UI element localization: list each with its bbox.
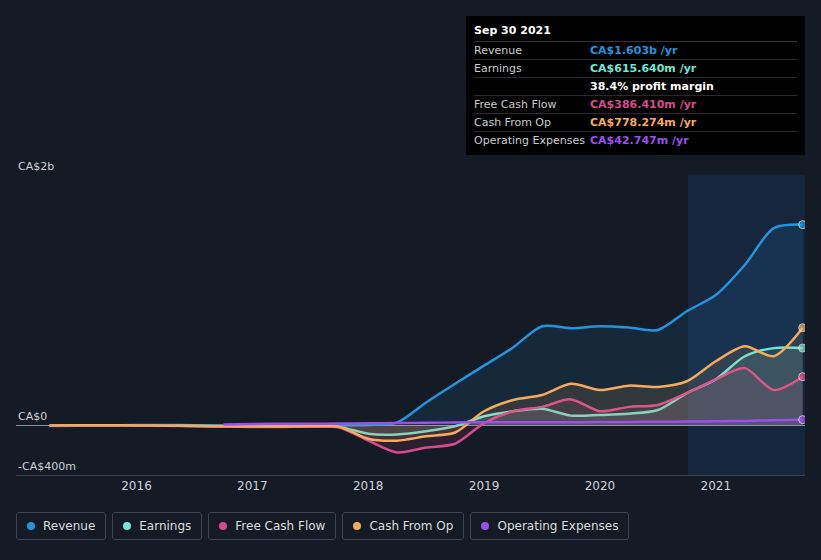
svg-text:2018: 2018 <box>353 479 384 493</box>
html-text:CA$778.274m /yr: CA$778.274m /yr <box>590 116 697 129</box>
html-text:Free Cash Flow: Free Cash Flow <box>474 98 557 111</box>
svg-text:2019: 2019 <box>469 479 500 493</box>
html-text:Operating Expenses: Operating Expenses <box>497 519 619 533</box>
html-text:Sep 30 2021: Sep 30 2021 <box>474 24 551 37</box>
svg-text:CA$0: CA$0 <box>18 410 47 423</box>
html-text:Revenue: Revenue <box>43 519 96 533</box>
html-text:Free Cash Flow: Free Cash Flow <box>235 519 326 533</box>
html-text:38.4% profit margin: 38.4% profit margin <box>590 80 714 93</box>
svg-text:2020: 2020 <box>585 479 616 493</box>
svg-text:CA$2b: CA$2b <box>18 160 54 173</box>
html-text:Earnings: Earnings <box>139 519 192 533</box>
html-text:CA$386.410m /yr: CA$386.410m /yr <box>590 98 697 111</box>
html-text:Operating Expenses: Operating Expenses <box>474 134 585 147</box>
svg-text:2017: 2017 <box>237 479 268 493</box>
html-text:CA$42.747m /yr: CA$42.747m /yr <box>590 134 689 147</box>
svg-text:2021: 2021 <box>701 479 732 493</box>
html-text:CA$1.603b /yr: CA$1.603b /yr <box>590 44 678 57</box>
html-text:Earnings: Earnings <box>474 62 522 75</box>
html-text:Cash From Op: Cash From Op <box>369 519 454 533</box>
svg-text:-CA$400m: -CA$400m <box>18 460 76 473</box>
html-text:Cash From Op: Cash From Op <box>474 116 551 129</box>
html-text:CA$615.640m /yr: CA$615.640m /yr <box>590 62 697 75</box>
svg-text:2016: 2016 <box>121 479 152 493</box>
html-text:Revenue: Revenue <box>474 44 522 57</box>
